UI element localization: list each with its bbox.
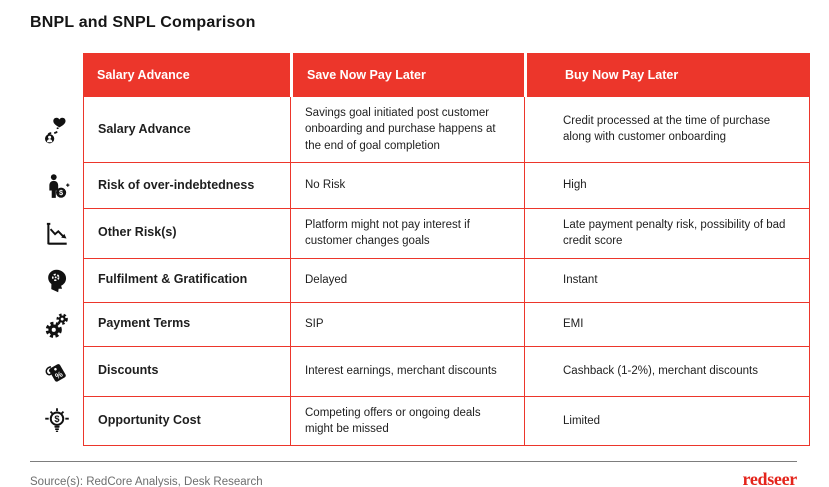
- person-debt-coin-icon: $: [30, 163, 83, 209]
- header-save-now-pay-later: Save Now Pay Later: [290, 53, 524, 97]
- footer: Source(s): RedCore Analysis, Desk Resear…: [30, 461, 797, 487]
- snpl-cell: Competing offers or ongoing deals might …: [290, 396, 524, 447]
- header-icon-spacer: [30, 53, 83, 97]
- bnpl-cell: Late payment penalty risk, possibility o…: [524, 208, 810, 259]
- table-row: $ Risk of over-indebtedness No Risk High: [30, 162, 829, 209]
- customer-journey-heart-icon: [30, 97, 83, 163]
- bnpl-cell: Limited: [524, 396, 810, 447]
- row-label: Discounts: [83, 346, 290, 397]
- table-body: Salary Advance Savings goal initiated po…: [30, 97, 829, 447]
- mind-gears-icon: [30, 259, 83, 303]
- snpl-cell: Platform might not pay interest if custo…: [290, 208, 524, 259]
- page-title: BNPL and SNPL Comparison: [30, 14, 256, 31]
- table-header-row: Salary Advance Save Now Pay Later Buy No…: [30, 53, 829, 97]
- snpl-cell: SIP: [290, 302, 524, 347]
- svg-text:$: $: [59, 188, 63, 197]
- row-label: Other Risk(s): [83, 208, 290, 259]
- source-note: Source(s): RedCore Analysis, Desk Resear…: [30, 476, 263, 487]
- bnpl-cell: High: [524, 162, 810, 209]
- row-label: Opportunity Cost: [83, 396, 290, 447]
- declining-chart-icon: [30, 209, 83, 259]
- bnpl-cell: EMI: [524, 302, 810, 347]
- snpl-cell: No Risk: [290, 162, 524, 209]
- row-label: Salary Advance: [83, 97, 290, 163]
- table-row: Salary Advance Savings goal initiated po…: [30, 97, 829, 163]
- svg-text:$: $: [54, 414, 59, 424]
- row-label: Risk of over-indebtedness: [83, 162, 290, 209]
- table-row: Fulfilment & Gratification Delayed Insta…: [30, 258, 829, 303]
- idea-bulb-dollar-icon: $: [30, 397, 83, 447]
- snpl-cell: Savings goal initiated post customer onb…: [290, 97, 524, 163]
- table-row: % Discounts Interest earnings, merchant …: [30, 346, 829, 397]
- snpl-cell: Delayed: [290, 258, 524, 303]
- comparison-table: Salary Advance Save Now Pay Later Buy No…: [30, 53, 829, 447]
- header-salary-advance: Salary Advance: [83, 53, 290, 97]
- bnpl-cell: Cashback (1-2%), merchant discounts: [524, 346, 810, 397]
- table-row: Other Risk(s) Platform might not pay int…: [30, 208, 829, 259]
- bnpl-cell: Credit processed at the time of purchase…: [524, 97, 810, 163]
- bnpl-cell: Instant: [524, 258, 810, 303]
- row-label: Payment Terms: [83, 302, 290, 347]
- svg-text:%: %: [53, 369, 64, 380]
- row-label: Fulfilment & Gratification: [83, 258, 290, 303]
- snpl-cell: Interest earnings, merchant discounts: [290, 346, 524, 397]
- gears-icon: [30, 303, 83, 347]
- header-buy-now-pay-later: Buy Now Pay Later: [524, 53, 810, 97]
- discount-tag-icon: %: [30, 347, 83, 397]
- redseer-logo: redseer: [742, 469, 797, 487]
- footer-divider: [30, 461, 797, 463]
- table-row: Payment Terms SIP EMI: [30, 302, 829, 347]
- table-row: $ Opportunity Cost Competing offers or o…: [30, 396, 829, 447]
